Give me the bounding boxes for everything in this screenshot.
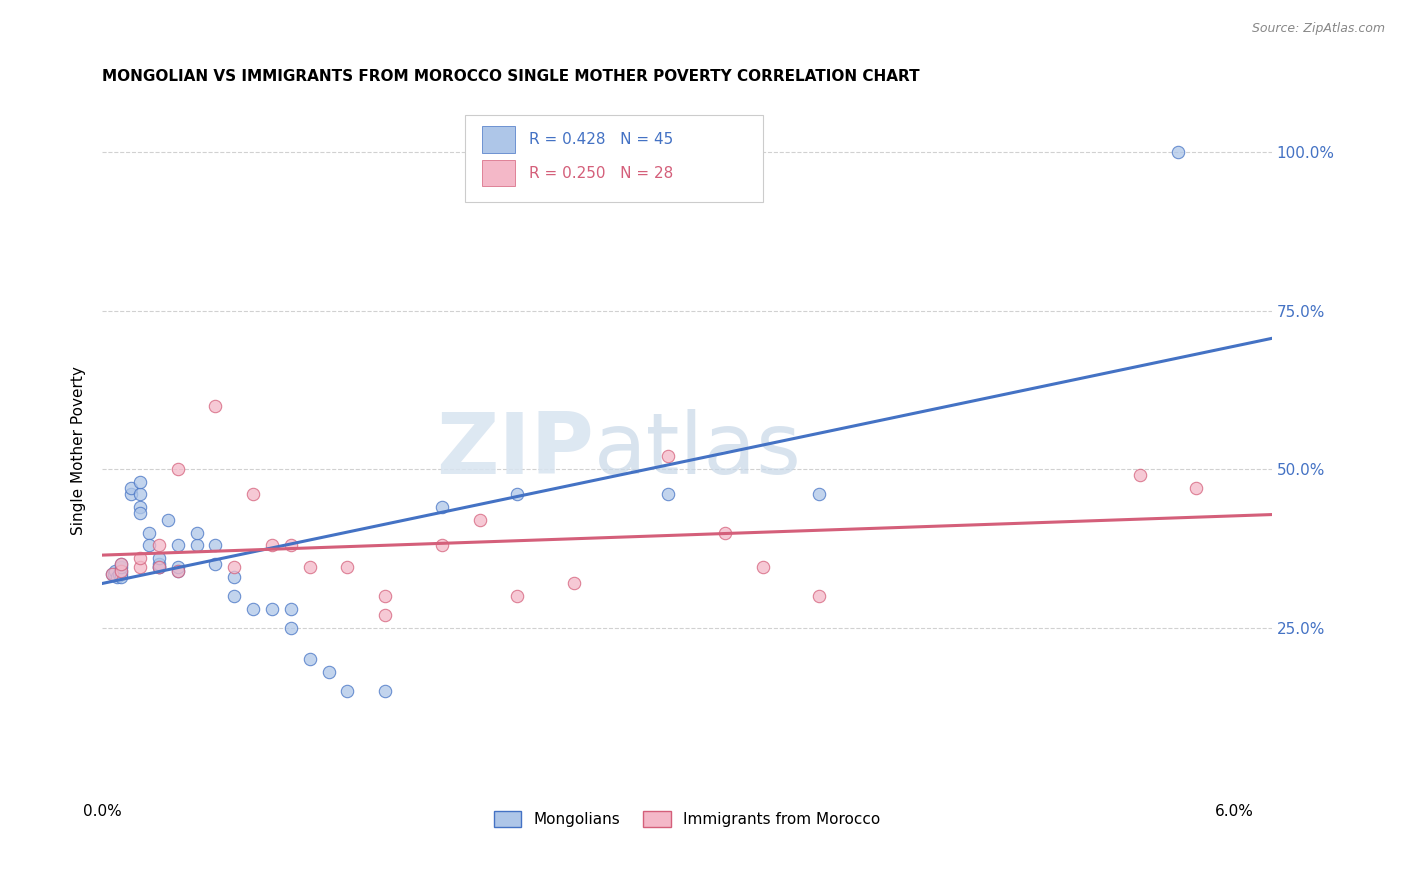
Point [224, 560, 246, 574]
Point [110, 566, 132, 581]
Point [110, 560, 132, 574]
Point [129, 507, 152, 521]
Point [713, 525, 735, 540]
Point [808, 589, 831, 603]
Point [260, 601, 283, 615]
Point [298, 560, 321, 574]
Point [157, 513, 180, 527]
Y-axis label: Single Mother Poverty: Single Mother Poverty [72, 366, 86, 534]
Point [120, 481, 142, 495]
Point [430, 500, 453, 515]
Text: Source: ZipAtlas.com: Source: ZipAtlas.com [1251, 22, 1385, 36]
Point [138, 538, 160, 552]
Text: MONGOLIAN VS IMMIGRANTS FROM MOROCCO SINGLE MOTHER POVERTY CORRELATION CHART: MONGOLIAN VS IMMIGRANTS FROM MOROCCO SIN… [103, 69, 920, 84]
Point [110, 570, 132, 584]
Point [242, 601, 264, 615]
Point [105, 570, 128, 584]
Point [166, 538, 188, 552]
Point [166, 564, 188, 578]
Point [129, 550, 152, 565]
Text: R = 0.250   N = 28: R = 0.250 N = 28 [529, 166, 673, 181]
Text: atlas: atlas [593, 409, 801, 491]
Point [104, 564, 127, 578]
Point [224, 589, 246, 603]
Point [506, 487, 529, 501]
FancyBboxPatch shape [482, 160, 515, 186]
Text: R = 0.428   N = 45: R = 0.428 N = 45 [529, 132, 673, 147]
Point [138, 525, 160, 540]
Point [108, 566, 131, 581]
Point [120, 487, 142, 501]
Point [1129, 468, 1152, 483]
Point [374, 684, 396, 698]
Point [562, 576, 585, 591]
Point [204, 399, 226, 413]
Point [110, 558, 132, 572]
FancyBboxPatch shape [465, 115, 763, 202]
FancyBboxPatch shape [482, 127, 515, 153]
Point [148, 560, 170, 574]
Point [186, 538, 208, 552]
Point [100, 566, 122, 581]
Point [336, 684, 359, 698]
Point [280, 601, 302, 615]
Point [204, 558, 226, 572]
Point [1185, 481, 1208, 495]
Point [148, 560, 170, 574]
Point [657, 450, 679, 464]
Point [808, 487, 831, 501]
Text: ZIP: ZIP [436, 409, 593, 491]
Point [103, 566, 125, 581]
Point [110, 564, 132, 578]
Point [129, 475, 152, 489]
Point [100, 566, 122, 581]
Point [374, 589, 396, 603]
Point [166, 560, 188, 574]
Point [166, 462, 188, 476]
Point [129, 560, 152, 574]
Point [280, 621, 302, 635]
Point [430, 538, 453, 552]
Point [468, 513, 491, 527]
Legend: Mongolians, Immigrants from Morocco: Mongolians, Immigrants from Morocco [488, 805, 886, 833]
Point [318, 665, 340, 679]
Point [657, 487, 679, 501]
Point [129, 500, 152, 515]
Point [1167, 145, 1189, 159]
Point [336, 560, 359, 574]
Point [166, 564, 188, 578]
Point [204, 538, 226, 552]
Point [260, 538, 283, 552]
Point [506, 589, 529, 603]
Point [280, 538, 302, 552]
Point [751, 560, 773, 574]
Point [148, 558, 170, 572]
Point [242, 487, 264, 501]
Point [129, 487, 152, 501]
Point [148, 550, 170, 565]
Point [110, 564, 132, 578]
Point [224, 570, 246, 584]
Point [148, 560, 170, 574]
Point [110, 558, 132, 572]
Point [148, 538, 170, 552]
Point [374, 607, 396, 622]
Point [298, 652, 321, 666]
Point [186, 525, 208, 540]
